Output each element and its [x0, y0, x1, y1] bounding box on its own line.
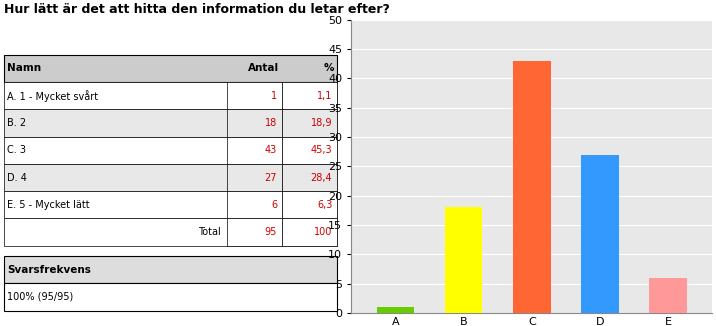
Bar — [282, 109, 337, 137]
Text: 18,9: 18,9 — [311, 118, 332, 128]
Text: 43: 43 — [265, 145, 277, 155]
Text: 1,1: 1,1 — [317, 91, 332, 101]
Bar — [4, 109, 337, 137]
Text: C. 3: C. 3 — [7, 145, 26, 155]
Bar — [4, 82, 337, 109]
Bar — [227, 191, 282, 218]
Text: 1: 1 — [271, 91, 277, 101]
Bar — [4, 164, 337, 191]
Text: Namn: Namn — [7, 64, 41, 73]
Text: 27: 27 — [265, 172, 277, 183]
Text: 28,4: 28,4 — [311, 172, 332, 183]
Bar — [4, 55, 337, 82]
Text: E. 5 - Mycket lätt: E. 5 - Mycket lätt — [7, 200, 90, 210]
Bar — [4, 256, 337, 283]
Bar — [377, 307, 415, 313]
Text: Hur lätt är det att hitta den information du letar efter?: Hur lätt är det att hitta den informatio… — [4, 3, 390, 16]
Text: Svarsfrekvens: Svarsfrekvens — [7, 265, 91, 275]
Bar — [227, 218, 282, 246]
Bar — [282, 164, 337, 191]
Text: 6: 6 — [271, 200, 277, 210]
Text: A. 1 - Mycket svårt: A. 1 - Mycket svårt — [7, 90, 98, 102]
Bar — [649, 278, 687, 313]
Text: 100: 100 — [314, 227, 332, 237]
Bar — [282, 191, 337, 218]
Bar — [581, 155, 619, 313]
Text: B. 2: B. 2 — [7, 118, 26, 128]
Bar — [4, 218, 337, 246]
Text: %: % — [324, 64, 334, 73]
Bar — [227, 164, 282, 191]
Bar — [4, 137, 337, 164]
Bar — [227, 137, 282, 164]
Text: Total: Total — [198, 227, 221, 237]
Bar — [282, 218, 337, 246]
Text: D. 4: D. 4 — [7, 172, 26, 183]
Bar — [282, 82, 337, 109]
Bar — [4, 283, 337, 311]
Text: 6,3: 6,3 — [317, 200, 332, 210]
Text: 95: 95 — [265, 227, 277, 237]
Bar — [282, 137, 337, 164]
Text: 45,3: 45,3 — [311, 145, 332, 155]
Text: 18: 18 — [265, 118, 277, 128]
Text: 100% (95/95): 100% (95/95) — [7, 292, 73, 302]
Bar — [513, 61, 551, 313]
Bar — [445, 207, 483, 313]
Bar — [227, 109, 282, 137]
Text: Antal: Antal — [248, 64, 279, 73]
Bar — [4, 191, 337, 218]
Bar — [227, 82, 282, 109]
